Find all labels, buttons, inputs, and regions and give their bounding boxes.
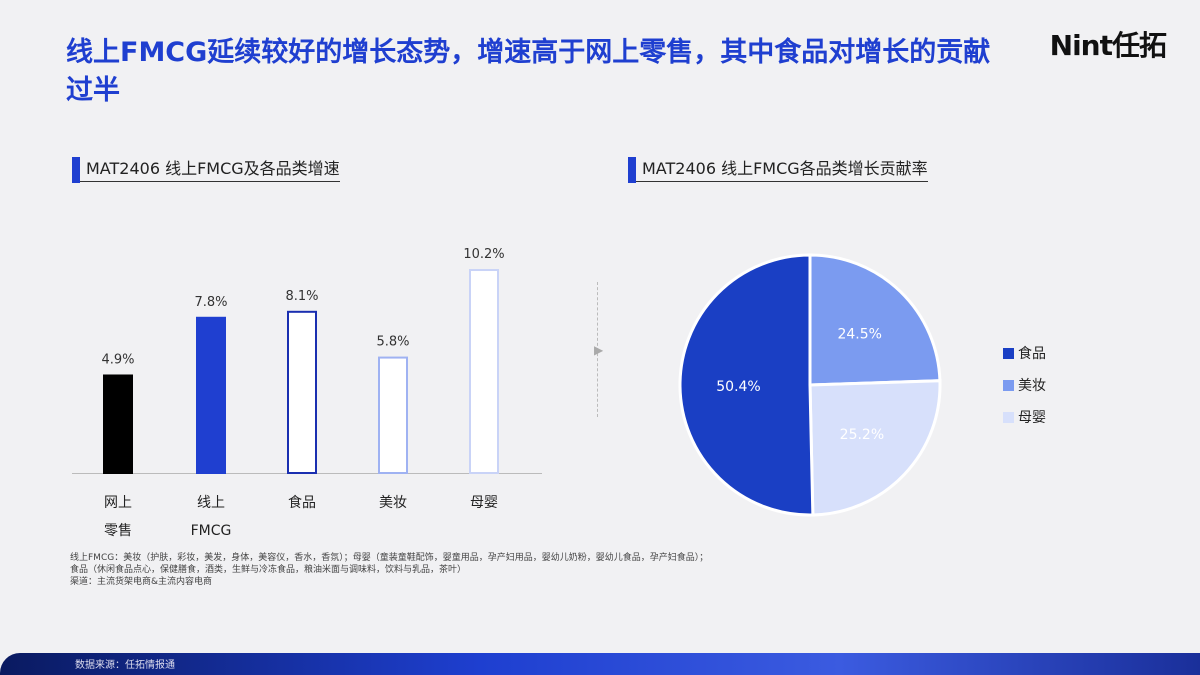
category-label: FMCG — [191, 523, 232, 539]
category-label: 网上 — [104, 495, 132, 511]
legend-label: 美妆 — [1018, 378, 1046, 394]
category-label: 线上 — [197, 495, 225, 511]
bar-value-label: 5.8% — [376, 335, 409, 350]
legend-label: 食品 — [1018, 346, 1046, 362]
footnotes: 线上FMCG：美妆（护肤，彩妆，美发，身体，美容仪，香水，香氛）；母婴（童装童鞋… — [70, 552, 708, 588]
bar-value-label: 4.9% — [101, 352, 134, 367]
legend-label: 母婴 — [1018, 410, 1046, 426]
legend-swatch — [1003, 347, 1014, 359]
category-label: 母婴 — [470, 495, 498, 511]
arrow-icon: ▶ — [594, 343, 604, 357]
category-label: 食品 — [288, 494, 316, 511]
legend-item: 美妆 — [1003, 375, 1046, 395]
pie-value-label: 24.5% — [837, 327, 881, 343]
bar-value-label: 7.8% — [194, 295, 227, 310]
footer-band — [0, 653, 1200, 675]
chart-canvas: 4.9% 网上零售 7.8% 线上 FMCG 8.1% 食品 5.8% 美妆 10.2% 母婴 24.… — [101, 247, 942, 539]
bar-value-label: 10.2% — [463, 247, 504, 262]
divider — [597, 282, 598, 417]
legend-item: 母婴 — [1003, 407, 1046, 427]
category-label: 零售 — [104, 523, 132, 539]
page-title: 线上FMCG延续较好的增长态势，增速高于网上零售，其中食品对增长的贡献过半 — [66, 37, 991, 106]
legend-swatch — [1003, 379, 1014, 391]
bar-value-label: 8.1% — [285, 289, 318, 304]
bar — [287, 310, 317, 474]
footnote: 线上FMCG：美妆（护肤，彩妆，美发，身体，美容仪，香水，香氛）；母婴（童装童鞋… — [70, 553, 709, 563]
footnote: 渠道：主流货架电商&主流内容电商 — [70, 577, 213, 587]
bar — [469, 269, 499, 474]
bar — [196, 316, 226, 474]
pie-value-label: 50.4% — [716, 379, 760, 395]
legend-swatch — [1003, 411, 1014, 423]
pie-value-label: 25.2% — [840, 427, 884, 443]
bar — [103, 374, 133, 474]
category-label: 美妆 — [379, 495, 407, 511]
pie-chart-title: MAT2406 线上FMCG各品类增长贡献率 — [628, 157, 928, 183]
pie-slice — [678, 253, 815, 517]
logo: Nint任拓 — [1049, 29, 1167, 62]
bar — [378, 356, 408, 474]
pie-slice — [808, 253, 942, 387]
legend-item: 食品 — [1003, 343, 1046, 363]
pie-slice — [808, 379, 942, 517]
footnote: 食品（休闲食品点心，保健膳食，酒类，生鲜与冷冻食品，粮油米面与调味料，饮料与乳品… — [70, 565, 467, 575]
bar-chart-title: MAT2406 线上FMCG及各品类增速 — [72, 157, 340, 183]
source-text: 数据来源：任拓情报通 — [75, 660, 175, 671]
